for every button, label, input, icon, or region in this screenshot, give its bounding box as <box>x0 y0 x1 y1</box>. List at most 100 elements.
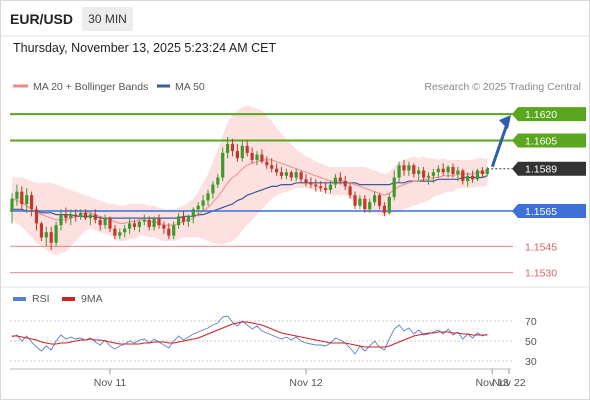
candle <box>162 221 166 234</box>
candle <box>471 170 475 183</box>
candle-body <box>461 170 465 182</box>
candle-body <box>15 191 19 199</box>
ma20-line <box>11 159 488 226</box>
candle-body <box>417 170 421 175</box>
candle <box>358 195 362 210</box>
candle <box>201 195 205 212</box>
candle <box>275 163 279 176</box>
candle <box>39 221 43 241</box>
candle-body <box>343 181 347 187</box>
rsi-legend-swatch <box>13 297 26 301</box>
candle-body <box>363 198 367 210</box>
candle-body <box>368 202 372 210</box>
candle-body <box>103 218 107 226</box>
rsi-tick-50: 50 <box>525 336 537 348</box>
candle-body <box>93 214 97 220</box>
candle-body <box>132 223 137 227</box>
candle-body <box>480 170 484 175</box>
candle-body <box>74 214 78 217</box>
candle <box>191 207 195 224</box>
candle <box>98 216 102 231</box>
candle-body <box>319 186 323 189</box>
candle-body <box>230 144 235 152</box>
symbol-label[interactable]: EUR/USD <box>10 11 74 27</box>
candle-body <box>25 195 29 204</box>
level-label-0: 1.1620 <box>525 109 557 121</box>
level-label-box-2 <box>512 161 586 176</box>
candle <box>461 168 465 185</box>
candle-body <box>407 165 411 171</box>
candle <box>49 226 53 250</box>
candle <box>284 168 288 180</box>
candle <box>451 163 455 178</box>
forecast-arrow-shaft <box>490 123 509 168</box>
candle-body <box>69 214 73 219</box>
rsi-ma-legend-label: 9MA <box>81 293 103 305</box>
candle-body <box>412 165 416 175</box>
candle <box>456 166 460 182</box>
candle <box>177 212 181 229</box>
candle <box>299 170 303 183</box>
candle <box>221 147 225 182</box>
candle <box>289 170 293 182</box>
candle-body <box>387 196 391 213</box>
candle-body <box>83 212 88 219</box>
candle <box>25 188 29 213</box>
candle <box>30 191 34 217</box>
candle <box>412 163 416 178</box>
candle <box>240 140 244 162</box>
level-label-1: 1.1605 <box>525 136 557 148</box>
candle-body <box>333 177 337 185</box>
time-label-0: Nov 11 <box>94 377 127 389</box>
candle-body <box>172 225 176 236</box>
candle <box>343 175 347 190</box>
candle <box>309 177 313 189</box>
candle <box>279 166 284 180</box>
candle <box>167 223 171 240</box>
candle-body <box>137 221 141 227</box>
candle-body <box>446 166 450 173</box>
candle <box>64 207 68 224</box>
datetime-label: Thursday, November 13, 2025 5:23:24 AM C… <box>13 41 277 55</box>
rsi-ma-line <box>12 321 488 348</box>
candle-body <box>265 161 269 166</box>
candle-body <box>79 212 83 217</box>
candle-body <box>451 166 455 175</box>
candle <box>333 174 337 189</box>
candle-body <box>431 172 435 176</box>
candle <box>128 218 132 234</box>
level-label-3: 1.1565 <box>525 206 557 218</box>
candle <box>407 161 411 176</box>
candle-body <box>177 216 181 226</box>
candle-body <box>235 151 239 159</box>
candle <box>245 140 249 157</box>
rsi-grid: 70 50 30 <box>10 316 537 368</box>
level-label-2: 1.1589 <box>525 164 557 176</box>
candle-body <box>245 145 249 153</box>
candle-body <box>240 145 244 159</box>
bollinger-band-area <box>12 105 488 256</box>
candle-body <box>250 152 254 160</box>
candle-body <box>382 205 386 213</box>
candle-body <box>304 179 308 183</box>
candle-body <box>201 200 205 206</box>
candle <box>152 216 156 231</box>
candle <box>402 159 406 176</box>
candle <box>186 214 190 227</box>
candle <box>397 161 401 183</box>
candle-body <box>191 209 195 217</box>
candle-body <box>152 218 156 227</box>
candle-body <box>402 165 406 171</box>
candle <box>480 166 484 178</box>
bollinger-bands <box>12 105 488 256</box>
candle-body <box>88 214 92 219</box>
candle-body <box>128 223 132 229</box>
candle <box>230 138 235 157</box>
candle-body <box>260 154 264 162</box>
timeframe-button[interactable]: 30 MIN <box>82 7 133 31</box>
candle-body <box>39 223 43 238</box>
candle-body <box>162 225 166 229</box>
candle-body <box>255 154 259 160</box>
candle-body <box>441 168 445 173</box>
